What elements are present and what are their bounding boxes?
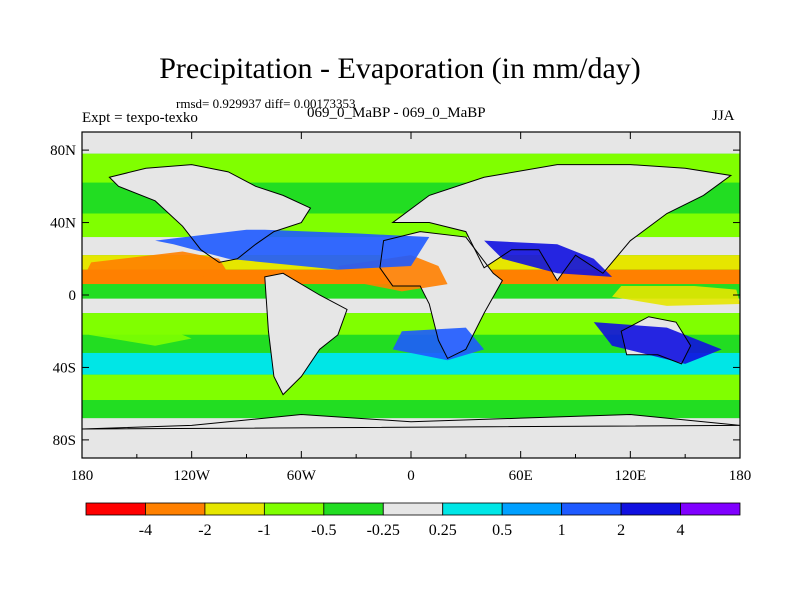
colorbar-label: -0.25 (367, 522, 400, 539)
colorbar-swatch (442, 502, 503, 516)
colorbar-swatch (501, 502, 563, 516)
colorbar-swatch (263, 502, 325, 516)
experiment-label: Expt = texpo-texko (82, 110, 198, 126)
colorbar-swatch (680, 502, 741, 516)
field-band (82, 298, 740, 314)
colorbar-swatch (145, 502, 206, 516)
colorbar-label: 2 (617, 522, 625, 539)
coastline-africa (379, 231, 504, 360)
coastline-north-america (108, 164, 312, 263)
colorbar-label: 4 (677, 522, 685, 539)
field-band (82, 374, 740, 401)
map-axes: 180 120W 60W 0 60E 120E 180 80N 40N 0 40S 80S (50, 131, 752, 484)
colorbar-label: -4 (139, 522, 152, 539)
x-tick-label: 60E (509, 468, 533, 484)
map-plot-area (82, 132, 740, 458)
colorbar-label: -0.5 (311, 522, 336, 539)
field-band (82, 284, 740, 299)
y-tick-label: 80N (50, 143, 76, 159)
field-band (82, 313, 740, 335)
landmass-south-america (264, 273, 348, 395)
colorbar-swatch (561, 502, 622, 516)
season-label: JJA (712, 108, 735, 124)
colorbar-label: -2 (198, 522, 211, 539)
colorbar-label: 0.5 (492, 522, 512, 539)
stats-label: rmsd= 0.929937 diff= 0.00173353 (176, 96, 356, 111)
map-field (82, 132, 740, 458)
colorbar-swatch (204, 502, 265, 516)
chart-title: Precipitation - Evaporation (in mm/day) (159, 52, 641, 85)
colorbar-swatch (620, 502, 681, 516)
x-tick-label: 60W (287, 468, 317, 484)
region-tropical-north-pacific-negative (85, 251, 229, 281)
region-west-pacific-positive (155, 229, 430, 270)
region-south-pacific-negative (85, 320, 192, 346)
colorbar-label: 0.25 (429, 522, 457, 539)
y-tick-label: 80S (53, 433, 76, 449)
y-tick-label: 0 (69, 288, 77, 304)
coastline-eurasia (391, 164, 733, 282)
colorbar-swatch (323, 502, 384, 516)
coastline-south-america (264, 272, 348, 396)
colorbar: -4 -2 -1 -0.5 -0.25 0.25 0.5 1 2 4 (85, 502, 741, 539)
x-tick-label: 120W (173, 468, 211, 484)
y-tick-label: 40S (53, 360, 76, 376)
coastline-australia (620, 316, 692, 365)
x-tick-label: 180 (729, 468, 752, 484)
x-tick-label: 0 (407, 468, 415, 484)
region-indo-pacific-positive (593, 322, 722, 364)
region-indian-ocean-negative (612, 285, 740, 306)
coastline-antarctica (82, 414, 740, 430)
field-band (82, 400, 740, 419)
case-label: 069_0_MaBP - 069_0_MaBP (307, 105, 486, 121)
x-tick-label: 180 (71, 468, 94, 484)
colorbar-swatch (85, 502, 146, 516)
colorbar-label: 1 (558, 522, 566, 539)
y-tick-label: 40N (50, 216, 76, 232)
colorbar-label: -1 (258, 522, 271, 539)
x-tick-label: 120E (614, 468, 646, 484)
field-band (82, 132, 740, 154)
colorbar-swatch (382, 502, 444, 516)
field-band (82, 352, 740, 375)
